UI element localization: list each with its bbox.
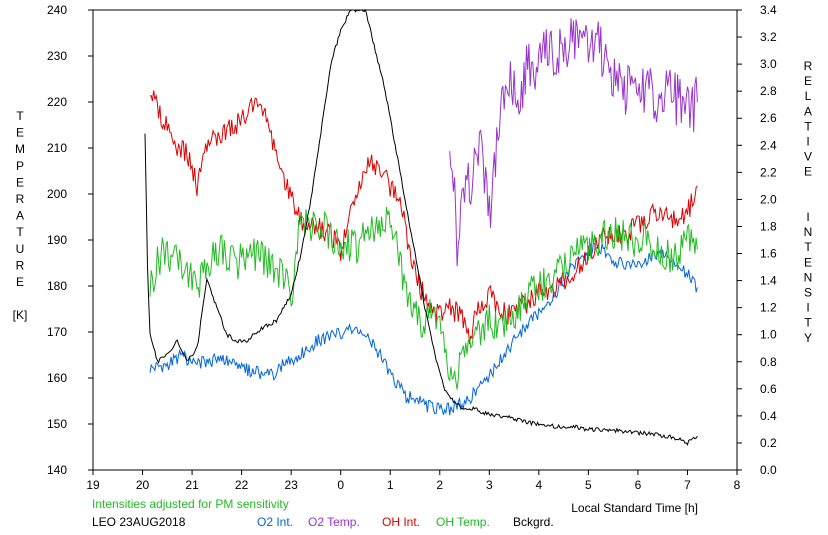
series-line-bckgrd <box>144 9 698 446</box>
x-tick-label: 8 <box>734 478 741 492</box>
right-axis-title-char: E <box>804 165 812 179</box>
left-axis-title-char: E <box>16 126 24 140</box>
left-tick-label: 210 <box>47 141 67 155</box>
left-axis-title-char: T <box>16 225 24 239</box>
left-tick-label: 160 <box>47 371 67 385</box>
right-tick-label: 1.4 <box>760 274 777 288</box>
right-axis-title-char: I <box>806 301 809 315</box>
right-axis-title-char: A <box>804 104 812 118</box>
sensitivity-note: Intensities adjusted for PM sensitivity <box>92 497 289 511</box>
right-axis-title-char: T <box>804 240 812 254</box>
right-tick-label: 3.2 <box>760 30 777 44</box>
left-tick-label: 140 <box>47 463 67 477</box>
left-tick-label: 220 <box>47 95 67 109</box>
right-tick-label: 3.0 <box>760 57 777 71</box>
right-axis-title-char: N <box>804 225 813 239</box>
right-tick-label: 2.6 <box>760 111 777 125</box>
right-axis-title-char: T <box>804 316 812 330</box>
series-lines <box>144 9 698 446</box>
left-tick-label: 230 <box>47 49 67 63</box>
x-tick-label: 0 <box>337 478 344 492</box>
left-axis-title-char: T <box>16 109 24 123</box>
right-tick-label: 1.6 <box>760 247 777 261</box>
station-date: LEO 23AUG2018 <box>92 515 186 529</box>
right-axis-title-char: I <box>806 135 809 149</box>
right-axis-title-char: T <box>804 119 812 133</box>
right-tick-label: 2.2 <box>760 165 777 179</box>
x-tick-label: 4 <box>536 478 543 492</box>
x-tick-label: 1 <box>387 478 394 492</box>
left-axis-title-char: A <box>16 209 24 223</box>
left-tick-label: 150 <box>47 417 67 431</box>
right-tick-label: 1.2 <box>760 301 777 315</box>
left-tick-label: 170 <box>47 325 67 339</box>
left-axis-title-char: R <box>16 258 25 272</box>
right-axis-title-char: R <box>804 59 813 73</box>
left-axis-title-char: E <box>16 175 24 189</box>
x-tick-label: 19 <box>86 478 100 492</box>
right-tick-label: 0.0 <box>760 463 777 477</box>
left-tick-label: 240 <box>47 3 67 17</box>
right-axis-title-char: V <box>804 150 812 164</box>
x-tick-label: 21 <box>185 478 199 492</box>
left-tick-label: 180 <box>47 279 67 293</box>
right-axis-title-char: S <box>804 286 812 300</box>
right-tick-label: 3.4 <box>760 3 777 17</box>
left-tick-label: 190 <box>47 233 67 247</box>
x-tick-label: 7 <box>684 478 691 492</box>
x-tick-label: 23 <box>284 478 298 492</box>
legend-oh-int: OH Int. <box>382 515 420 529</box>
x-tick-label: 2 <box>436 478 443 492</box>
right-y-axis: 0.0 0.2 0.4 0.6 0.8 1.0 1.2 1.4 1.6 1.8 2.0 2.2 2.4 2… <box>737 3 777 477</box>
x-tick-label: 6 <box>635 478 642 492</box>
legend-o2-int: O2 Int. <box>257 515 293 529</box>
right-tick-label: 1.8 <box>760 219 777 233</box>
right-tick-label: 1.0 <box>760 328 777 342</box>
legend-bckgrd: Bckgrd. <box>513 515 554 529</box>
right-tick-label: 2.0 <box>760 192 777 206</box>
legend-oh-temp: OH Temp. <box>436 515 490 529</box>
right-axis-title-char: I <box>806 210 809 224</box>
right-axis-title-char: N <box>804 270 813 284</box>
right-tick-label: 0.4 <box>760 409 777 423</box>
right-tick-label: 0.6 <box>760 382 777 396</box>
left-axis-title-char: M <box>15 142 25 156</box>
left-tick-label: 200 <box>47 187 67 201</box>
x-axis: 19 20 21 22 23 0 1 2 3 4 5 6 7 8 <box>86 470 741 492</box>
series-line-o2-int <box>149 243 698 416</box>
x-axis-label: Local Standard Time [h] <box>571 501 698 515</box>
x-tick-label: 3 <box>486 478 493 492</box>
right-axis-title-char: E <box>804 255 812 269</box>
series-line-o2-temp <box>449 18 698 267</box>
right-tick-label: 0.2 <box>760 436 777 450</box>
left-axis-title-char: P <box>16 159 24 173</box>
series-line-oh-temp <box>149 206 698 390</box>
right-axis-title-char: E <box>804 74 812 88</box>
legend-o2-temp: O2 Temp. <box>308 515 360 529</box>
left-axis-title-char: [K] <box>13 308 28 322</box>
series-line-oh-int <box>149 90 698 345</box>
left-axis-title-char: U <box>16 242 25 256</box>
left-y-axis: 140 150 160 170 180 190 200 210 220 230 240 <box>47 3 93 477</box>
right-tick-label: 0.8 <box>760 355 777 369</box>
x-tick-label: 5 <box>585 478 592 492</box>
left-axis-title-char: E <box>16 275 24 289</box>
right-tick-label: 2.4 <box>760 138 777 152</box>
left-axis-title-char: R <box>16 192 25 206</box>
right-axis-title-char: Y <box>804 331 812 345</box>
right-tick-label: 2.8 <box>760 84 777 98</box>
x-tick-label: 20 <box>136 478 150 492</box>
right-axis-title-char: L <box>805 89 812 103</box>
x-tick-label: 22 <box>235 478 249 492</box>
